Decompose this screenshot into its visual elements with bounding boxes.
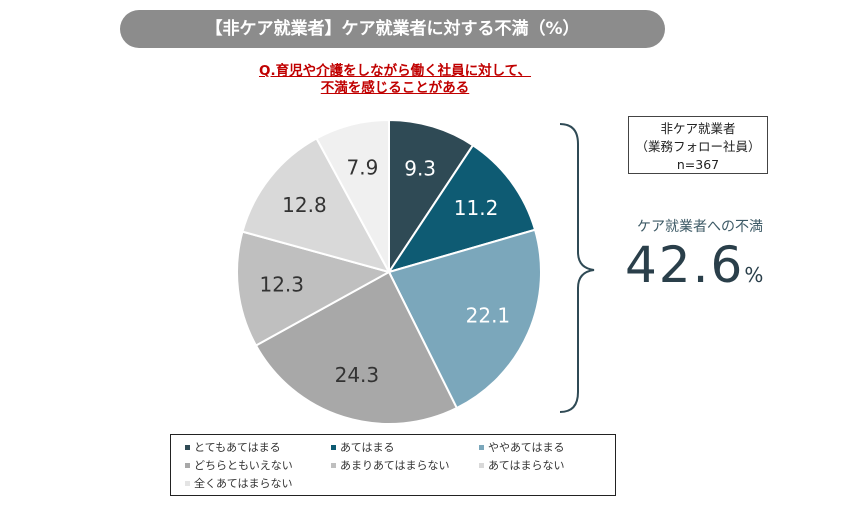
pie-slice-label: 12.8: [282, 193, 327, 217]
info-group-sublabel: （業務フォロー社員）: [635, 139, 761, 154]
pie-slices: [236, 118, 542, 425]
sample-info-box: 非ケア就業者 （業務フォロー社員） n=367: [628, 116, 768, 174]
pie-slice-label: 11.2: [454, 196, 499, 220]
survey-question: Q.育児や介護をしながら働く社員に対して、 不満を感じることがある: [200, 63, 590, 97]
question-line-1: Q.育児や介護をしながら働く社員に対して、: [258, 63, 532, 79]
pie-slice-label: 7.9: [347, 155, 379, 179]
legend-swatch: [331, 444, 336, 450]
legend-swatch: [185, 480, 190, 486]
legend-swatch: [185, 462, 190, 468]
pie-slice-labels: 9.3 11.2 22.1 24.3 12.3 12.8 7.9: [259, 155, 510, 387]
legend-label: あてはまらない: [488, 459, 565, 472]
legend-item: とてもあてはまる: [185, 439, 281, 455]
legend-label: どちらともいえない: [194, 459, 293, 472]
legend-swatch: [479, 462, 484, 468]
legend-label: 全くあてはまらない: [194, 477, 293, 490]
legend-item: あまりあてはまらない: [331, 457, 450, 473]
dissatisfaction-unit: %: [744, 263, 764, 287]
question-line-2: 不満を感じることがある: [320, 80, 470, 96]
pie-slice: [241, 137, 391, 274]
pie-slice-label: 24.3: [335, 363, 380, 387]
pie-slice: [315, 118, 390, 273]
dissatisfaction-total: 42.6%: [625, 236, 763, 294]
legend-label: ややあてはまる: [488, 441, 565, 454]
legend-item: あてはまらない: [479, 457, 565, 473]
legend-label: あてはまる: [340, 441, 395, 454]
legend-label: あまりあてはまらない: [340, 459, 450, 472]
info-sample-size: n=367: [676, 157, 720, 172]
pie-slice-label: 22.1: [466, 303, 511, 327]
legend-item: 全くあてはまらない: [185, 475, 293, 491]
pie-slice: [387, 228, 542, 410]
pie-slice: [236, 230, 392, 347]
pie-slice: [254, 270, 459, 425]
pie-slice: [388, 118, 475, 276]
dissatisfaction-label: ケア就業者への不満: [637, 219, 763, 235]
chart-title: 【非ケア就業者】ケア就業者に対する不満（%）: [120, 10, 665, 48]
chart-legend: とてもあてはまる あてはまる ややあてはまるどちらともいえない あまりあてはまらない あ…: [170, 434, 616, 496]
legend-swatch: [185, 444, 190, 450]
legend-item: どちらともいえない: [185, 457, 293, 473]
legend-item: ややあてはまる: [479, 439, 565, 455]
pie-slice-label: 9.3: [404, 157, 436, 181]
legend-swatch: [331, 462, 336, 468]
legend-label: とてもあてはまる: [194, 441, 281, 454]
legend-item: あてはまる: [331, 439, 395, 455]
info-group-label: 非ケア就業者: [660, 121, 736, 136]
pie-slice-label: 12.3: [259, 273, 304, 297]
dissatisfaction-value: 42.6: [625, 236, 745, 294]
legend-swatch: [479, 444, 484, 450]
